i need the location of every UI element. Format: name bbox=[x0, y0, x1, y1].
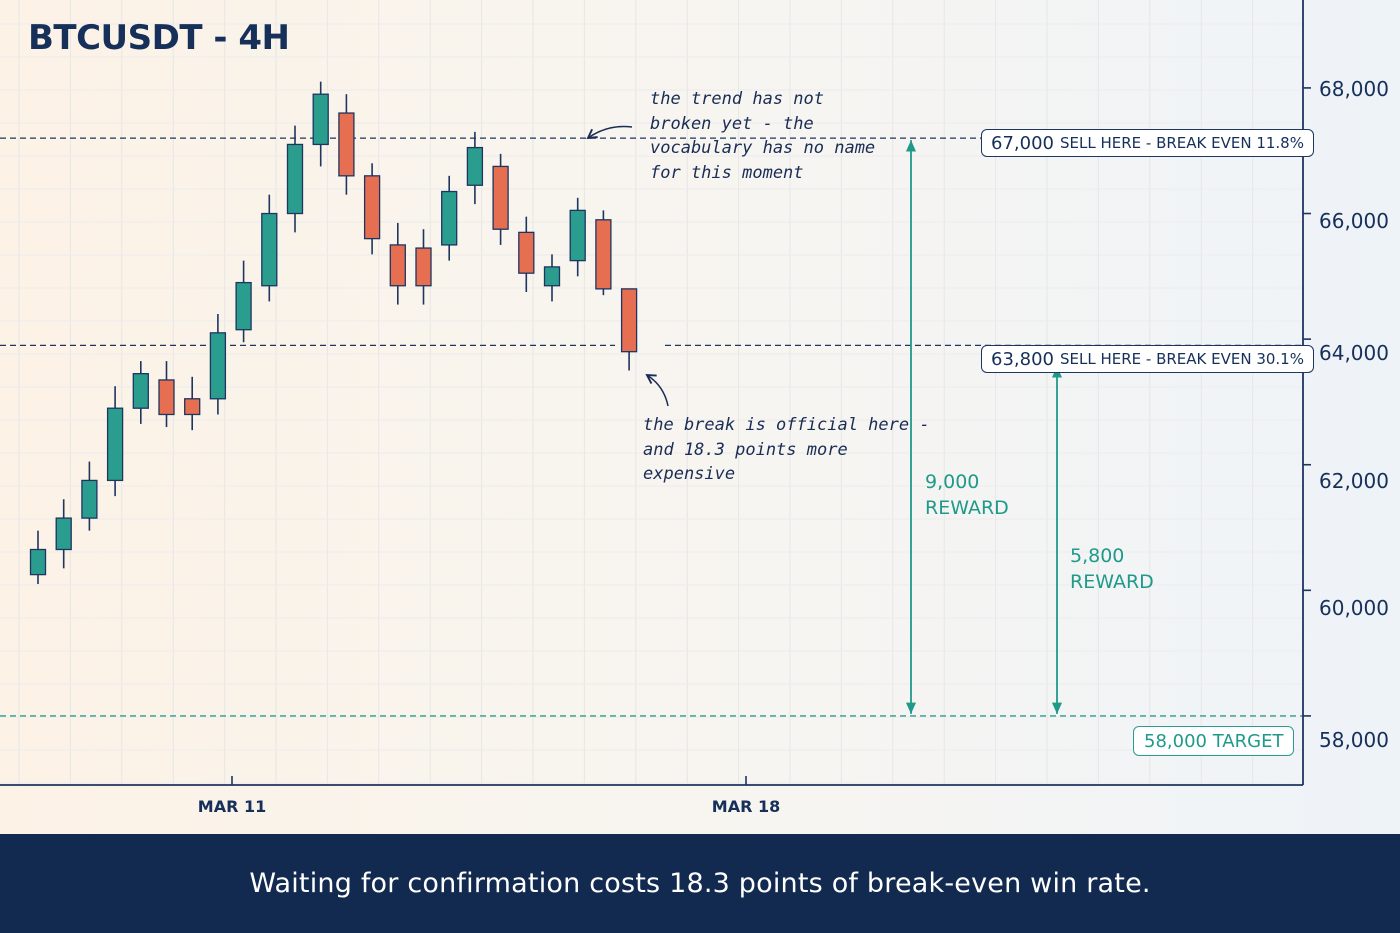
trend-note-line: the trend has not bbox=[650, 89, 824, 109]
candle-body bbox=[415, 247, 432, 287]
footer-banner: Waiting for confirmation costs 18.3 poin… bbox=[0, 834, 1400, 933]
candle bbox=[81, 461, 98, 531]
trend-note-line: for this moment bbox=[650, 162, 804, 183]
candle bbox=[569, 197, 586, 277]
reward-amount: 9,000 bbox=[925, 471, 980, 493]
candle-body bbox=[184, 398, 201, 416]
candle bbox=[492, 153, 509, 245]
candle bbox=[312, 81, 329, 167]
candle bbox=[595, 210, 612, 296]
break-note-line: and 18.3 points more bbox=[643, 439, 848, 460]
sell-level-price: 67,000 bbox=[991, 132, 1054, 154]
candle bbox=[620, 288, 638, 371]
x-tick-label: MAR 18 bbox=[711, 797, 781, 816]
break-note-line: expensive bbox=[643, 464, 736, 484]
reward-label: 5,800 REWARD bbox=[1070, 543, 1154, 595]
trend-note-line: broken yet - the bbox=[650, 113, 814, 134]
candle-body bbox=[132, 373, 149, 409]
candle bbox=[29, 530, 47, 585]
y-tick-label: 60,000 bbox=[1319, 596, 1389, 620]
reward-word: REWARD bbox=[925, 497, 1009, 519]
trend-note-arrow bbox=[586, 125, 633, 140]
candle bbox=[235, 260, 252, 343]
candle bbox=[261, 194, 278, 302]
reward-arrows bbox=[905, 140, 1063, 714]
candle bbox=[466, 131, 484, 205]
candle-body bbox=[209, 332, 227, 400]
trend-note: the trend has not broken yet - the vocabul… bbox=[650, 87, 875, 185]
target-label: 58,000 TARGET bbox=[1133, 726, 1295, 756]
break-note: the break is official here - and 18.3 poi… bbox=[643, 413, 930, 487]
candle-body bbox=[441, 190, 458, 246]
candle bbox=[209, 314, 227, 415]
candle-body bbox=[543, 266, 561, 287]
candle bbox=[106, 386, 124, 497]
y-tick-label: 62,000 bbox=[1319, 469, 1389, 493]
y-tick-label: 66,000 bbox=[1319, 209, 1389, 233]
candle-body bbox=[595, 219, 612, 290]
sell-level-label: 63,800 SELL HERE - BREAK EVEN 30.1% bbox=[981, 345, 1314, 373]
candle bbox=[55, 499, 72, 569]
candle-body bbox=[363, 175, 381, 240]
candle-body bbox=[620, 288, 638, 353]
candle-body bbox=[338, 112, 355, 177]
candle bbox=[441, 175, 458, 261]
footer-caption: Waiting for confirmation costs 18.3 poin… bbox=[249, 868, 1151, 899]
candle-body bbox=[312, 93, 329, 146]
sell-level-desc: SELL HERE - BREAK EVEN 30.1% bbox=[1059, 350, 1304, 368]
sell-level-desc: SELL HERE - BREAK EVEN 11.8% bbox=[1059, 134, 1304, 152]
y-tick-label: 64,000 bbox=[1319, 341, 1389, 365]
candle-body bbox=[492, 165, 509, 230]
candle bbox=[389, 222, 406, 305]
candle bbox=[363, 163, 381, 255]
sell-level-price: 63,800 bbox=[991, 348, 1054, 370]
candle-body bbox=[286, 143, 304, 215]
candle-body bbox=[106, 407, 124, 482]
sell-level-label: 67,000 SELL HERE - BREAK EVEN 11.8% bbox=[981, 129, 1314, 157]
candle bbox=[286, 125, 304, 233]
candle-body bbox=[389, 244, 406, 287]
reward-word: REWARD bbox=[1070, 571, 1154, 593]
candle bbox=[543, 254, 561, 302]
candle bbox=[184, 376, 201, 431]
candle-body bbox=[261, 212, 278, 287]
break-note-line: the break is official here - bbox=[643, 415, 930, 435]
chart-title: BTCUSDT - 4H bbox=[28, 18, 290, 58]
candle bbox=[132, 361, 149, 424]
break-note-arrow bbox=[645, 373, 669, 407]
candles bbox=[29, 81, 638, 585]
candle-body bbox=[569, 209, 586, 262]
candle bbox=[518, 216, 535, 293]
candle bbox=[338, 94, 355, 195]
reward-amount: 5,800 bbox=[1070, 545, 1125, 567]
y-tick-label: 58,000 bbox=[1319, 728, 1389, 752]
candle-body bbox=[158, 379, 175, 416]
x-tick-label: MAR 11 bbox=[197, 797, 267, 816]
reward-label: 9,000 REWARD bbox=[925, 469, 1009, 521]
candle bbox=[415, 229, 432, 305]
candle-body bbox=[518, 231, 535, 274]
trend-note-line: vocabulary has no name bbox=[650, 138, 876, 158]
candle-body bbox=[81, 479, 98, 519]
candle-body bbox=[235, 281, 252, 331]
candle bbox=[158, 361, 175, 428]
candle-body bbox=[29, 548, 47, 576]
candle-body bbox=[55, 517, 72, 551]
y-tick-label: 68,000 bbox=[1319, 77, 1389, 101]
candle-body bbox=[466, 146, 484, 186]
